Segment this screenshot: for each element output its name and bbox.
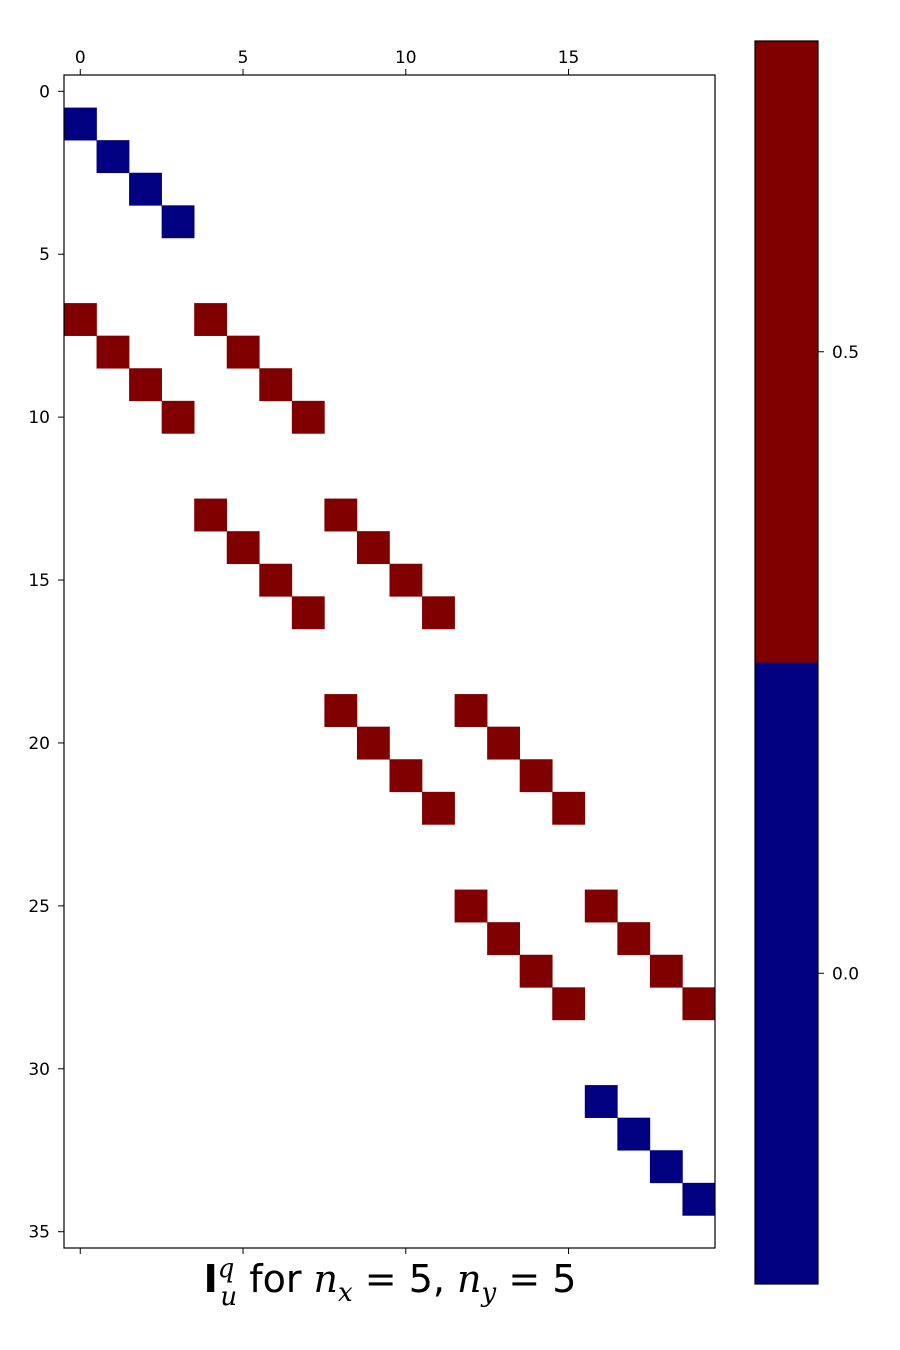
heatmap-cell [291, 596, 325, 630]
heatmap-cell [422, 596, 455, 630]
heatmap-cell [617, 1117, 651, 1151]
y-tick-label: 0 [39, 82, 50, 102]
colorbar-tick-label: 0.5 [832, 343, 859, 363]
heatmap-cell [519, 954, 553, 988]
y-tick-label: 35 [28, 1223, 50, 1243]
heatmap-cell [389, 563, 423, 597]
y-tick-label: 10 [28, 408, 50, 428]
heatmap-cell [422, 791, 455, 825]
heatmap-cell [649, 1150, 683, 1184]
heatmap-cell [649, 954, 683, 988]
heatmap-cell [389, 759, 423, 793]
heatmap-cell [194, 303, 228, 336]
heatmap-cell [356, 531, 390, 565]
title-for: for [237, 1257, 313, 1301]
heatmap-cell [259, 368, 293, 402]
heatmap-cell [259, 563, 293, 597]
heatmap-cell [324, 498, 358, 532]
heatmap-cell [64, 107, 97, 141]
x-tick-label: 15 [558, 48, 580, 68]
x-tick-label: 10 [395, 48, 417, 68]
heatmap-cell [226, 335, 260, 369]
heatmap-cell [584, 889, 618, 923]
heatmap-cell [194, 498, 228, 532]
heatmap-cell [226, 531, 260, 565]
heatmap-cell [584, 1085, 618, 1118]
title-nx-val: = 5, [353, 1257, 457, 1301]
y-tick-label: 25 [28, 897, 50, 917]
title-nx-var: n [314, 1257, 338, 1301]
colorbar-frame [754, 40, 819, 1285]
y-tick-label: 5 [39, 245, 50, 265]
heatmap-cell [161, 205, 195, 239]
heatmap-cell [487, 922, 520, 956]
heatmap-cell [129, 172, 162, 206]
axes: 0 5 10 15 0 5 10 15 20 25 30 35 [28, 48, 579, 1254]
heatmap-cell [552, 987, 586, 1021]
heatmap-cell [519, 759, 553, 793]
heatmap-cell [552, 791, 586, 825]
heatmap-cell [617, 922, 651, 956]
y-tick-label: 30 [28, 1060, 50, 1080]
title-subscript: u [220, 1282, 237, 1312]
heatmap-cell [487, 726, 520, 760]
title-ny-sub: y [481, 1278, 497, 1308]
title-superscript: q [218, 1254, 235, 1284]
title-symbol: I [204, 1257, 218, 1301]
y-tick-label: 20 [28, 734, 50, 754]
plot-frame [63, 74, 716, 1249]
colorbar-tick-label: 0.0 [832, 964, 859, 984]
heatmap-cell [454, 694, 488, 727]
heatmap-cell [64, 303, 97, 336]
heatmap-cell [682, 987, 716, 1021]
chart-title: Iq u for nx = 5, ny = 5 [204, 1254, 577, 1312]
colorbar-low-segment [755, 662, 818, 1284]
heatmap-cell [96, 140, 130, 174]
x-tick-label: 0 [75, 48, 86, 68]
title-ny-var: n [457, 1257, 481, 1301]
heatmap-cell [454, 889, 488, 923]
heatmap-cell [356, 726, 390, 760]
y-tick-label: 15 [28, 571, 50, 591]
heatmap-cell [161, 400, 195, 434]
heatmap-cell [324, 694, 358, 727]
colorbar: 0.0 0.5 [754, 40, 859, 1285]
heatmap-cell [682, 1182, 716, 1216]
title-nx-sub: x [338, 1278, 353, 1308]
heatmap-cell [96, 335, 130, 369]
heatmap-cells [64, 107, 716, 1216]
heatmap-cell [291, 400, 325, 434]
x-tick-label: 5 [238, 48, 249, 68]
heatmap-cell [129, 368, 162, 402]
title-ny-val: = 5 [496, 1257, 576, 1301]
colorbar-high-segment [755, 41, 818, 663]
